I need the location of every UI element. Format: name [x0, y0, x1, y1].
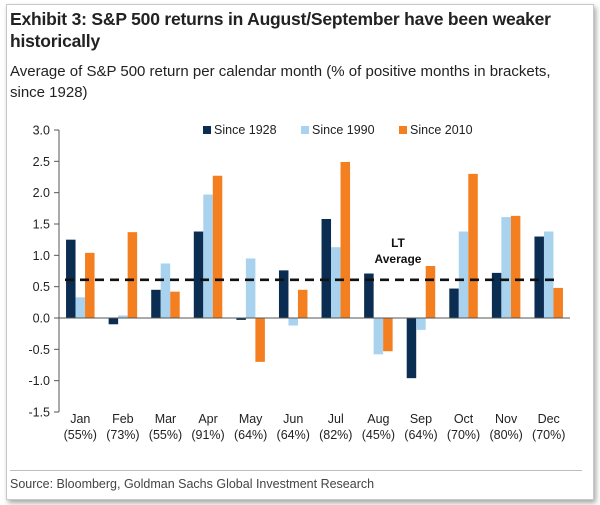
y-tick-label: -1.0 [28, 374, 50, 388]
x-tick-sublabel: (73%) [106, 428, 139, 442]
y-tick-label: -0.5 [28, 343, 50, 357]
y-tick-label: 0.0 [33, 312, 50, 326]
bar-since-2010-jun [297, 289, 308, 318]
x-tick-label: Dec [538, 412, 560, 426]
y-tick-label: 2.5 [33, 155, 50, 169]
bar-since-2010-nov [510, 215, 521, 318]
legend-label: Since 1928 [214, 123, 277, 137]
bar-since-2010-aug [383, 318, 393, 352]
bar-since-2010-mar [170, 291, 180, 318]
x-tick-sublabel: (55%) [64, 428, 97, 442]
x-axis: Jan (55%) Feb (73%) Mar (55%) Apr (91%) May (64%)… [59, 317, 570, 442]
exhibit-frame [6, 4, 594, 500]
bar-since-1990-may [245, 258, 256, 318]
lt-average-label: LT [391, 236, 405, 250]
bar-since-2010-apr [212, 175, 223, 318]
y-tick-label: 1.0 [33, 249, 50, 263]
exhibit-title: Exhibit 3: S&P 500 returns in August/Sep… [10, 9, 551, 51]
bar-since-1990-mar [160, 263, 171, 318]
x-tick-sublabel: (70%) [532, 428, 565, 442]
bar-since-2010-jan [85, 252, 95, 318]
y-tick-label: 2.0 [33, 186, 50, 200]
exhibit-subtitle: Average of S&P 500 return per calendar m… [10, 63, 551, 101]
x-tick-sublabel: (45%) [362, 428, 395, 442]
bar-since-1990-jan [75, 297, 86, 318]
source-note: Source: Bloomberg, Goldman Sachs Global … [10, 477, 375, 491]
y-tick-label: -1.5 [28, 406, 50, 420]
y-tick-label: 1.5 [33, 218, 50, 232]
bar-since-1928-oct [449, 288, 459, 318]
x-tick-sublabel: (91%) [191, 428, 224, 442]
bar-since-2010-oct [468, 173, 478, 318]
bar-since-1990-apr [203, 194, 213, 318]
bar-since-1990-feb [118, 315, 128, 318]
bar-since-1990-aug [373, 318, 384, 355]
lt-average-label: Average [375, 252, 422, 266]
legend-swatch-2 [399, 126, 407, 134]
x-tick-label: Feb [112, 412, 134, 426]
x-tick-sublabel: (80%) [489, 428, 522, 442]
bar-since-2010-jul [340, 161, 351, 318]
bar-since-1990-sep [416, 318, 426, 330]
bar-since-2010-may [255, 318, 265, 362]
bar-since-1928-nov [491, 272, 502, 318]
x-tick-sublabel: (55%) [149, 428, 182, 442]
lt-average-line-group: LT Average [65, 236, 556, 282]
bar-since-2010-feb [127, 232, 138, 318]
bar-since-1990-jun [288, 318, 298, 326]
bar-since-1990-nov [501, 217, 511, 318]
bar-since-1928-jun [278, 270, 289, 318]
bar-since-1990-jul [331, 247, 341, 318]
bar-since-1928-jul [321, 218, 332, 318]
x-tick-sublabel: (64%) [277, 428, 310, 442]
bar-since-1928-dec [534, 236, 544, 318]
x-tick-label: Jan [70, 412, 90, 426]
x-tick-label: Mar [155, 412, 177, 426]
bar-since-2010-dec [553, 287, 563, 318]
bar-since-1928-may [236, 318, 246, 320]
bar-since-1928-aug [364, 273, 374, 318]
x-tick-sublabel: (64%) [234, 428, 267, 442]
legend-label: Since 1990 [312, 123, 375, 137]
y-axis: 3.0 2.5 2.0 1.5 1.0 0.5 0.0 -0.5 -1.0 -1.5 [28, 124, 60, 420]
x-tick-label: Sep [410, 412, 432, 426]
bar-since-2010-sep [425, 265, 436, 318]
bar-since-1928-apr [193, 231, 204, 318]
legend-label: Since 2010 [410, 123, 473, 137]
x-tick-label: Oct [454, 412, 474, 426]
x-tick-sublabel: (70%) [447, 428, 480, 442]
legend-swatch-0 [203, 126, 211, 134]
x-tick-label: Jul [328, 412, 344, 426]
bar-chart: 3.0 2.5 2.0 1.5 1.0 0.5 0.0 -0.5 -1.0 -1.5 Jan (55… [28, 123, 570, 442]
y-tick-label: 0.5 [33, 280, 50, 294]
bar-since-1990-oct [458, 231, 469, 318]
y-tick-label: 3.0 [33, 124, 50, 138]
x-tick-label: Nov [495, 412, 518, 426]
bar-since-1928-sep [406, 318, 417, 379]
x-tick-label: May [239, 412, 263, 426]
bar-series [66, 161, 563, 379]
legend-swatch-1 [301, 126, 309, 134]
x-tick-sublabel: (82%) [319, 428, 352, 442]
bar-since-1928-feb [108, 318, 119, 325]
x-tick-label: Apr [198, 412, 217, 426]
legend: Since 1928 Since 1990 Since 2010 [203, 123, 473, 137]
x-tick-sublabel: (64%) [404, 428, 437, 442]
source-divider [10, 470, 582, 471]
x-tick-label: Jun [283, 412, 303, 426]
bar-since-1928-mar [151, 289, 161, 318]
x-tick-label: Aug [367, 412, 389, 426]
bar-since-1990-dec [543, 231, 554, 318]
